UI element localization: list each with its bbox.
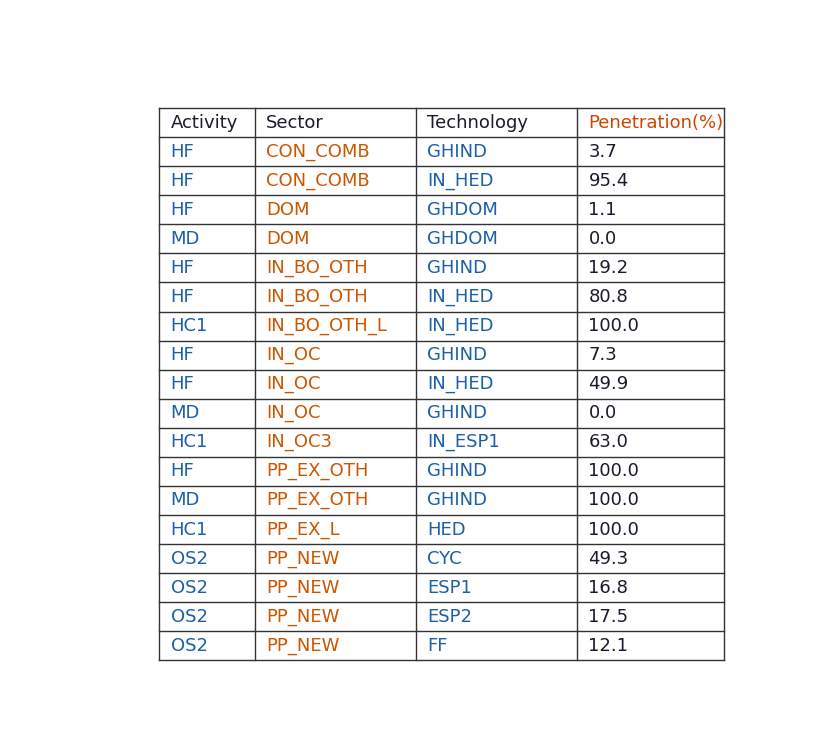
Text: DOM: DOM: [266, 230, 309, 248]
Text: PP_NEW: PP_NEW: [266, 636, 339, 655]
Text: 49.3: 49.3: [588, 550, 628, 568]
Text: 7.3: 7.3: [588, 346, 617, 364]
Text: Technology: Technology: [427, 113, 528, 131]
Text: PP_NEW: PP_NEW: [266, 608, 339, 626]
Text: Sector: Sector: [266, 113, 324, 131]
Text: 3.7: 3.7: [588, 143, 617, 161]
Text: Penetration(%): Penetration(%): [588, 113, 723, 131]
Text: HF: HF: [171, 346, 195, 364]
Text: GHIND: GHIND: [427, 259, 488, 277]
Text: HF: HF: [171, 259, 195, 277]
Text: 100.0: 100.0: [588, 492, 639, 510]
Text: IN_OC: IN_OC: [266, 346, 321, 364]
Text: HF: HF: [171, 462, 195, 480]
Text: IN_OC3: IN_OC3: [266, 433, 332, 451]
Text: ESP1: ESP1: [427, 578, 472, 596]
Text: IN_BO_OTH: IN_BO_OTH: [266, 259, 368, 277]
Text: 49.9: 49.9: [588, 375, 628, 393]
Text: MD: MD: [171, 492, 200, 510]
Text: GHIND: GHIND: [427, 143, 488, 161]
Text: 63.0: 63.0: [588, 433, 628, 451]
Text: OS2: OS2: [171, 636, 208, 655]
Text: GHIND: GHIND: [427, 404, 488, 422]
Text: IN_HED: IN_HED: [427, 375, 494, 393]
Text: DOM: DOM: [266, 201, 309, 219]
Text: IN_BO_OTH_L: IN_BO_OTH_L: [266, 317, 387, 335]
Text: 95.4: 95.4: [588, 171, 628, 190]
Text: CON_COMB: CON_COMB: [266, 171, 370, 190]
Text: HC1: HC1: [171, 317, 208, 335]
Text: HF: HF: [171, 288, 195, 306]
Text: HC1: HC1: [171, 433, 208, 451]
Text: IN_HED: IN_HED: [427, 317, 494, 335]
Text: 100.0: 100.0: [588, 520, 639, 538]
Text: IN_HED: IN_HED: [427, 288, 494, 306]
Text: HC1: HC1: [171, 520, 208, 538]
Text: IN_BO_OTH: IN_BO_OTH: [266, 288, 368, 306]
Text: MD: MD: [171, 230, 200, 248]
Text: FF: FF: [427, 636, 447, 655]
Text: PP_EX_OTH: PP_EX_OTH: [266, 462, 368, 480]
Text: PP_EX_OTH: PP_EX_OTH: [266, 492, 368, 510]
Text: GHDOM: GHDOM: [427, 201, 498, 219]
Text: 12.1: 12.1: [588, 636, 628, 655]
Text: IN_OC: IN_OC: [266, 375, 321, 393]
Text: GHIND: GHIND: [427, 346, 488, 364]
Text: 0.0: 0.0: [588, 230, 617, 248]
Text: IN_ESP1: IN_ESP1: [427, 433, 500, 451]
Text: 16.8: 16.8: [588, 578, 628, 596]
Text: HF: HF: [171, 171, 195, 190]
Text: HF: HF: [171, 375, 195, 393]
Text: HF: HF: [171, 143, 195, 161]
Text: 100.0: 100.0: [588, 317, 639, 335]
Text: 19.2: 19.2: [588, 259, 628, 277]
Text: PP_EX_L: PP_EX_L: [266, 520, 339, 538]
Text: ESP2: ESP2: [427, 608, 472, 626]
Text: 80.8: 80.8: [588, 288, 628, 306]
Text: 17.5: 17.5: [588, 608, 628, 626]
Text: OS2: OS2: [171, 608, 208, 626]
Text: PP_NEW: PP_NEW: [266, 578, 339, 596]
Text: OS2: OS2: [171, 550, 208, 568]
Text: HF: HF: [171, 201, 195, 219]
Text: PP_NEW: PP_NEW: [266, 550, 339, 568]
Text: 100.0: 100.0: [588, 462, 639, 480]
Text: GHDOM: GHDOM: [427, 230, 498, 248]
Text: HED: HED: [427, 520, 465, 538]
Text: OS2: OS2: [171, 578, 208, 596]
Text: CYC: CYC: [427, 550, 462, 568]
Text: Activity: Activity: [171, 113, 238, 131]
Text: GHIND: GHIND: [427, 462, 488, 480]
Text: CON_COMB: CON_COMB: [266, 143, 370, 161]
Text: GHIND: GHIND: [427, 492, 488, 510]
Text: MD: MD: [171, 404, 200, 422]
Text: IN_OC: IN_OC: [266, 404, 321, 422]
Text: 0.0: 0.0: [588, 404, 617, 422]
Text: 1.1: 1.1: [588, 201, 617, 219]
Text: IN_HED: IN_HED: [427, 171, 494, 190]
